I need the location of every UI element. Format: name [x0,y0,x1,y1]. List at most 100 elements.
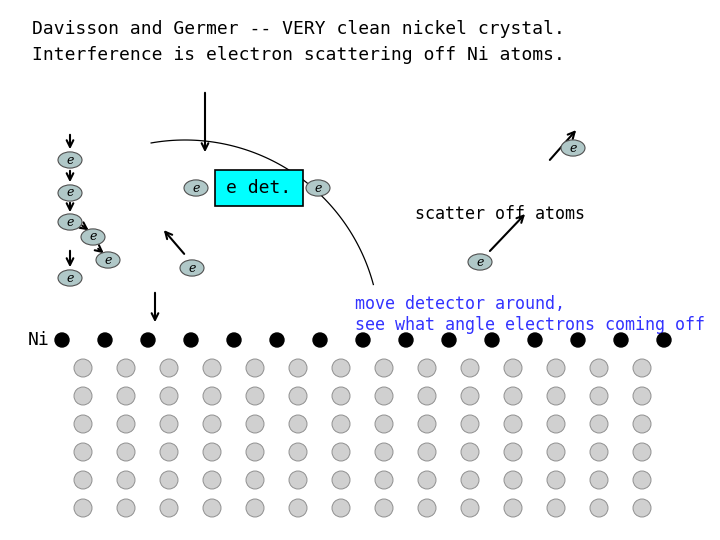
Text: e: e [66,153,73,166]
Circle shape [461,499,479,517]
Ellipse shape [306,180,330,196]
Circle shape [98,333,112,347]
Circle shape [375,359,393,377]
Text: Ni: Ni [28,331,50,349]
Circle shape [461,415,479,433]
Circle shape [418,359,436,377]
Circle shape [547,499,565,517]
Circle shape [399,333,413,347]
Ellipse shape [561,140,585,156]
Circle shape [375,415,393,433]
Circle shape [74,415,92,433]
Circle shape [332,499,350,517]
Circle shape [184,333,198,347]
Ellipse shape [58,185,82,201]
Circle shape [461,387,479,405]
Text: move detector around,
see what angle electrons coming off: move detector around, see what angle ele… [355,295,705,334]
Circle shape [289,499,307,517]
Circle shape [418,499,436,517]
Circle shape [504,387,522,405]
Circle shape [375,443,393,461]
Circle shape [270,333,284,347]
Circle shape [332,387,350,405]
Circle shape [203,471,221,489]
Circle shape [375,387,393,405]
Circle shape [418,387,436,405]
Circle shape [117,443,135,461]
Circle shape [571,333,585,347]
Circle shape [332,359,350,377]
Circle shape [356,333,370,347]
Text: e: e [89,231,96,244]
Circle shape [246,415,264,433]
Circle shape [74,387,92,405]
Circle shape [590,387,608,405]
Circle shape [203,359,221,377]
Circle shape [504,415,522,433]
Circle shape [633,359,651,377]
Circle shape [590,471,608,489]
Text: e: e [66,186,73,199]
FancyBboxPatch shape [215,170,303,206]
Text: e: e [104,253,112,267]
Circle shape [332,415,350,433]
Circle shape [375,499,393,517]
Circle shape [117,471,135,489]
Ellipse shape [58,214,82,230]
Circle shape [74,471,92,489]
Text: e: e [192,181,199,194]
Ellipse shape [184,180,208,196]
Circle shape [246,359,264,377]
Circle shape [289,443,307,461]
Text: e: e [189,261,196,274]
Circle shape [160,415,178,433]
Circle shape [227,333,241,347]
Circle shape [590,443,608,461]
Circle shape [590,359,608,377]
Circle shape [633,415,651,433]
Text: e: e [477,255,484,268]
Circle shape [461,359,479,377]
Circle shape [504,443,522,461]
Circle shape [160,499,178,517]
Ellipse shape [58,270,82,286]
Circle shape [504,359,522,377]
Circle shape [117,415,135,433]
Circle shape [504,471,522,489]
Text: Interference is electron scattering off Ni atoms.: Interference is electron scattering off … [32,46,565,64]
Circle shape [528,333,542,347]
Circle shape [504,499,522,517]
Circle shape [633,387,651,405]
Circle shape [289,359,307,377]
Circle shape [547,387,565,405]
Circle shape [203,499,221,517]
Circle shape [117,359,135,377]
Circle shape [74,359,92,377]
Circle shape [289,471,307,489]
Circle shape [289,415,307,433]
Circle shape [74,499,92,517]
Ellipse shape [81,229,105,245]
Circle shape [633,499,651,517]
Text: Davisson and Germer -- VERY clean nickel crystal.: Davisson and Germer -- VERY clean nickel… [32,20,565,38]
Ellipse shape [180,260,204,276]
Circle shape [461,443,479,461]
Circle shape [547,471,565,489]
Circle shape [332,471,350,489]
Circle shape [313,333,327,347]
Circle shape [547,443,565,461]
Ellipse shape [96,252,120,268]
Circle shape [633,443,651,461]
Circle shape [74,443,92,461]
Circle shape [418,443,436,461]
Circle shape [547,359,565,377]
Circle shape [203,443,221,461]
Ellipse shape [468,254,492,270]
Circle shape [203,415,221,433]
Circle shape [117,499,135,517]
Circle shape [461,471,479,489]
Circle shape [375,471,393,489]
Circle shape [442,333,456,347]
Circle shape [160,359,178,377]
Ellipse shape [58,152,82,168]
